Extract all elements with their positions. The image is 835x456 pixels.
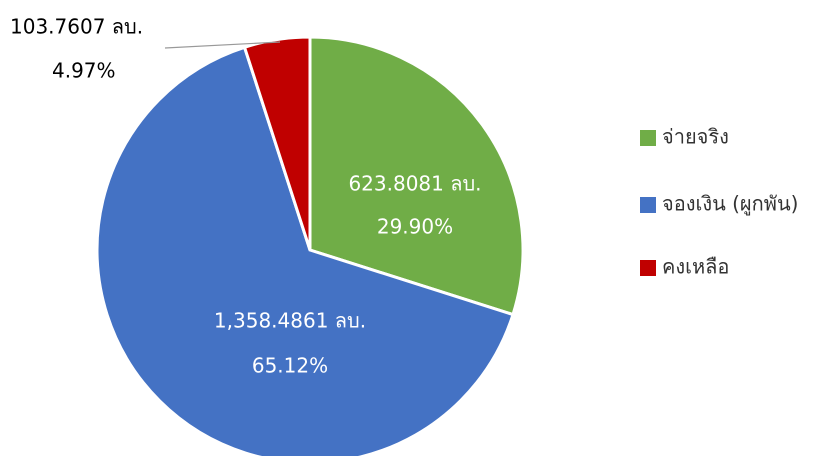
legend-swatch	[640, 197, 656, 213]
value-label: 65.12%	[252, 354, 328, 378]
pie-slice	[95, 45, 515, 456]
pie-slice	[242, 35, 312, 251]
legend-swatch	[640, 130, 656, 146]
pie-slice	[308, 35, 525, 317]
leader-line	[164, 41, 281, 49]
amount-label: 623.8081 ลบ.	[348, 172, 481, 196]
legend-label: จ่ายจริง	[662, 125, 729, 149]
legend-swatch	[640, 260, 656, 276]
value-label: 4.97%	[52, 59, 116, 83]
amount-label: 103.7607 ลบ.	[10, 15, 143, 39]
amount-label: 1,358.4861 ลบ.	[214, 309, 366, 333]
value-label: 29.90%	[377, 215, 453, 239]
legend-label: คงเหลือ	[662, 255, 729, 279]
legend-label: จองเงิน (ผูกพัน)	[662, 192, 798, 217]
